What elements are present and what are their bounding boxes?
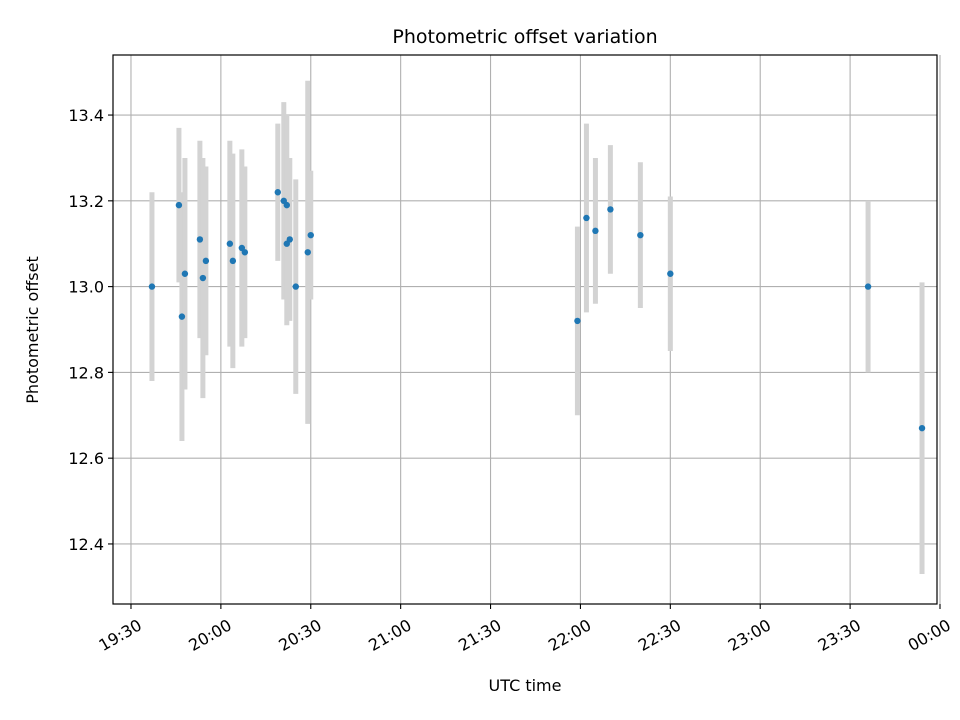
y-tick-label: 12.4 [68,535,104,554]
data-point [607,206,614,213]
data-point [178,313,186,320]
data-point [307,231,314,239]
y-tick-label: 12.6 [68,449,104,468]
data-point [226,240,234,247]
data-point [583,214,590,222]
plot-frame [112,54,938,605]
data-point [286,236,293,243]
data-point [864,283,872,290]
data-point [592,227,599,235]
y-tick-label: 13.0 [68,278,104,297]
data-point [181,270,189,277]
grid [113,55,941,604]
y-tick-label: 13.4 [68,106,104,125]
data-point [918,424,926,432]
data-point [292,283,299,290]
data-point [637,231,644,239]
y-axis-title: Photometric offset [23,256,42,404]
data-point [241,249,249,256]
data-point [667,270,674,277]
data-point [283,201,290,209]
data-point [199,274,207,282]
y-axis: 12.4 12.6 12.8 13.0 13.2 13.4 [68,106,113,554]
y-tick-label: 13.2 [68,192,104,211]
data-point [148,283,156,290]
chart-title: Photometric offset variation [392,26,657,48]
data-point [175,201,183,209]
data-point [202,257,210,265]
x-axis-title: UTC time [489,676,562,695]
data-points [148,189,926,432]
y-tick-label: 12.8 [68,363,104,382]
data-point [196,236,204,243]
data-point [304,249,311,256]
data-point [274,189,281,196]
data-point [574,317,581,325]
data-point [229,257,237,265]
